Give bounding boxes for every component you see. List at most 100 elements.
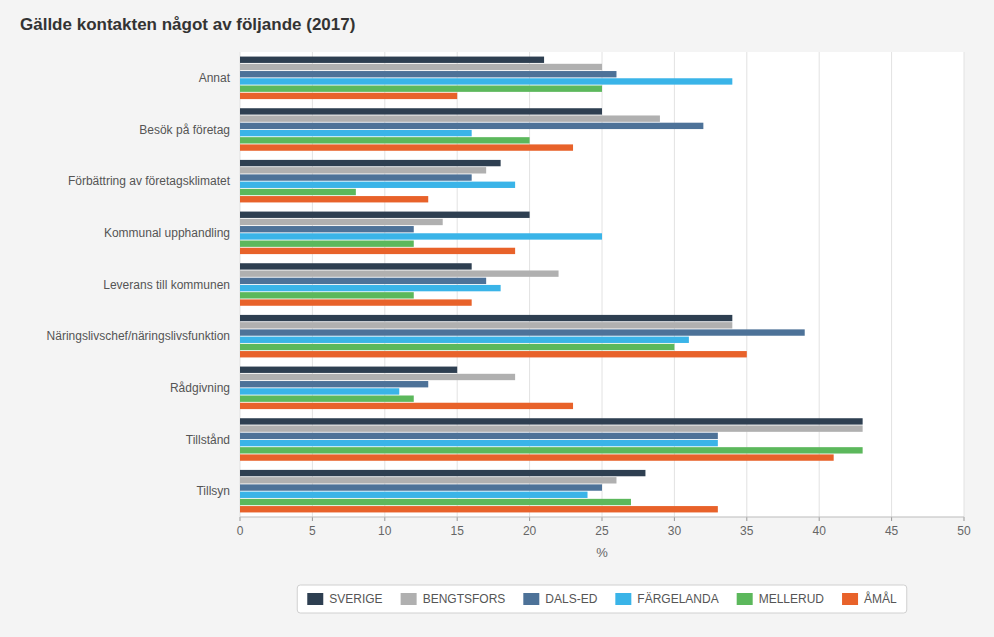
bar [240,78,732,84]
bar [240,263,472,269]
bar [240,270,559,276]
bar [240,418,863,424]
title: Gällde kontakten något av följande (2017… [20,15,355,34]
legend-label: SVERIGE [329,592,382,606]
bar [240,160,501,166]
bar [240,144,573,150]
bar [240,57,544,63]
bar [240,454,834,460]
bar [240,329,805,335]
plot-background [240,52,964,517]
bar [240,351,747,357]
bar [240,492,588,498]
bar [240,219,443,225]
bar [240,93,457,99]
x-axis-line [240,517,964,518]
bar [240,477,616,483]
bar [240,241,414,247]
bar [240,506,718,512]
legend: SVERIGE BENGTSFORS DALS-ED FÄRGELANDA MELLER… [297,585,906,613]
bar [240,374,515,380]
x-tick [746,517,747,521]
bar [240,388,399,394]
legend-label: BENGTSFORS [423,592,506,606]
x-axis-label: % [596,545,608,560]
legend-swatch [401,593,417,605]
legend-swatch [523,593,539,605]
bar [240,433,718,439]
legend-swatch [737,593,753,605]
bar [240,440,718,446]
bar [240,196,428,202]
legend-label: FÄRGELANDA [637,592,718,606]
bar [240,322,732,328]
category-label: Annat [199,71,231,85]
bar [240,137,530,143]
legend-label: ÅMÅL [864,591,897,606]
x-tick [964,517,965,521]
bar [240,447,863,453]
category-label: Leverans till kommunen [103,278,230,292]
x-tick-label: 15 [451,524,465,538]
x-tick [674,517,675,521]
grid-line [891,52,892,517]
legend-label: DALS-ED [545,592,597,606]
bar [240,403,573,409]
legend-swatch [615,593,631,605]
category-label: Tillstånd [186,433,230,447]
bar [240,499,631,505]
x-tick [240,517,241,521]
bar [240,285,501,291]
chart: Gällde kontakten något av följande (2017… [0,0,994,637]
x-tick-label: 30 [668,524,682,538]
x-tick-label: 45 [885,524,899,538]
chart-container: Gällde kontakten något av följande (2017… [0,0,994,637]
bar [240,484,602,490]
category-label: Tillsyn [196,484,230,498]
bar [240,278,486,284]
bar [240,71,616,77]
x-tick-label: 10 [378,524,392,538]
category-label: Besök på företag [139,123,230,137]
x-tick-label: 35 [740,524,754,538]
bar [240,396,414,402]
bar [240,233,602,239]
bar [240,292,414,298]
x-tick-label: 5 [309,524,316,538]
legend-swatch [842,593,858,605]
bar [240,337,689,343]
x-tick-label: 20 [523,524,537,538]
bar [240,315,732,321]
x-tick [384,517,385,521]
category-label: Rådgivning [170,381,230,395]
legend-label: MELLERUD [759,592,825,606]
category-label: Kommunal upphandling [104,226,230,240]
bar [240,130,472,136]
x-tick [529,517,530,521]
background [0,0,994,637]
x-tick [312,517,313,521]
category-label: Förbättring av företagsklimatet [68,174,231,188]
x-tick [457,517,458,521]
x-tick [891,517,892,521]
bar [240,381,428,387]
bar [240,174,472,180]
category-label: Näringslivschef/näringslivsfunktion [47,329,230,343]
x-tick-label: 40 [813,524,827,538]
bars [240,57,863,513]
bar [240,425,863,431]
bar [240,248,515,254]
bar [240,212,530,218]
x-tick-label: 0 [237,524,244,538]
legend-frame [297,585,906,613]
bar [240,470,645,476]
bar [240,108,602,114]
bar [240,123,703,129]
bar [240,226,414,232]
x-tick-label: 25 [595,524,609,538]
bar [240,167,486,173]
bar [240,86,602,92]
bar [240,64,602,70]
grid-line [964,52,965,517]
bar [240,115,660,121]
